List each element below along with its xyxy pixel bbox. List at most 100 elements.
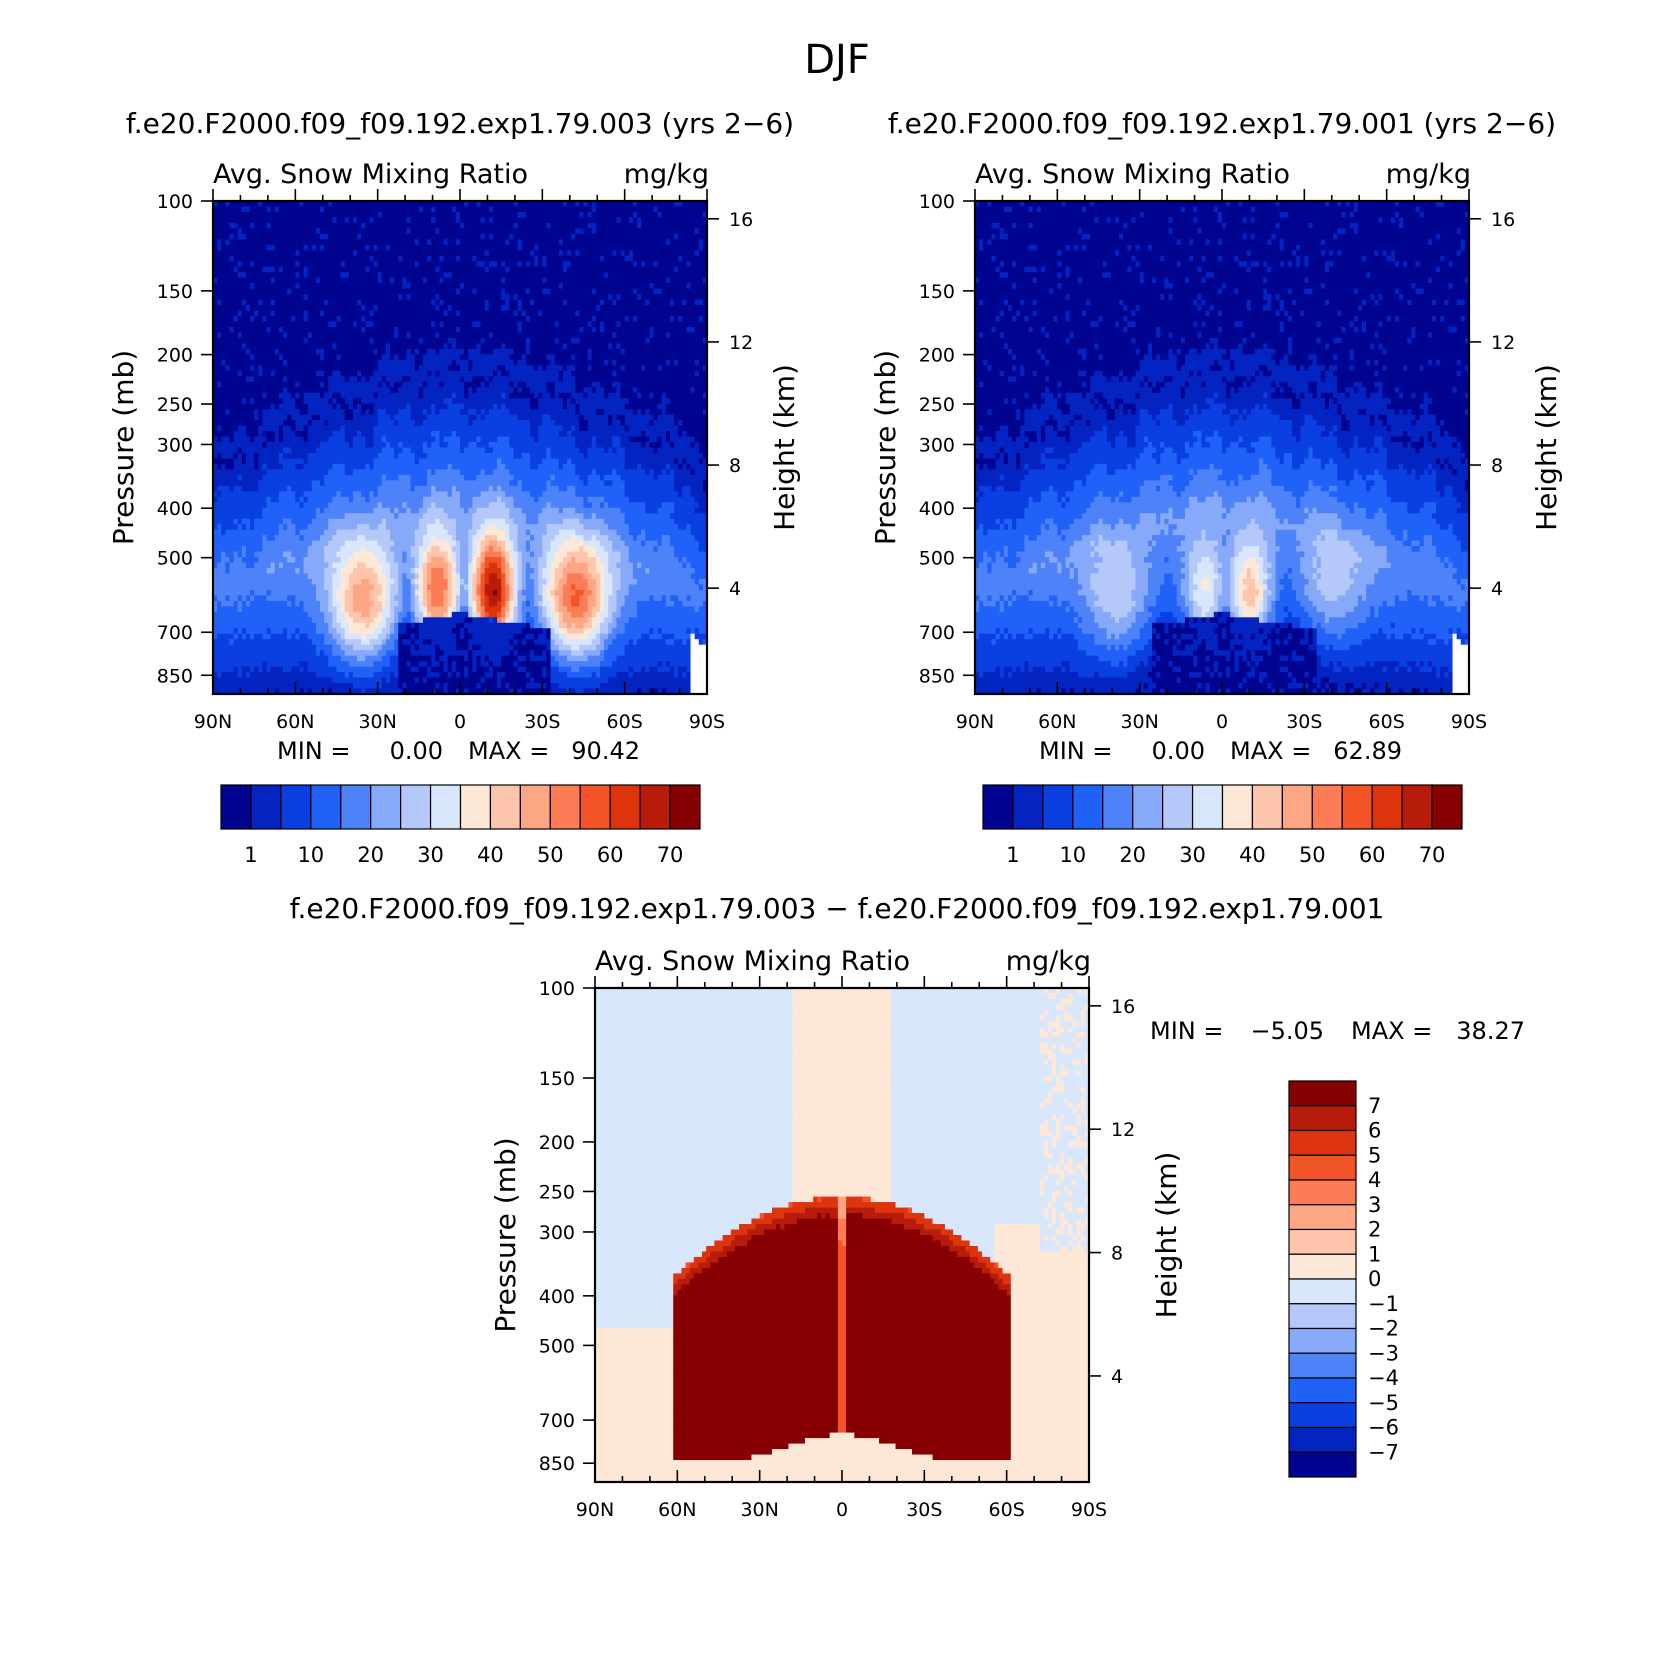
field-cell: [1366, 409, 1396, 416]
field-cell: [464, 381, 482, 388]
field-cell: [369, 589, 383, 596]
field-cell: [233, 316, 239, 323]
y2-axis-title: Height (km): [768, 364, 801, 531]
field-cell: [558, 633, 568, 640]
field-cell: [455, 239, 461, 246]
field-cell: [1361, 474, 1367, 481]
field-cell: [1464, 211, 1470, 219]
field-cell: [270, 299, 276, 306]
field-cell: [1020, 201, 1025, 208]
field-cell: [1028, 222, 1034, 229]
field-cell: [282, 436, 305, 443]
field-cell: [678, 524, 688, 531]
field-cell: [488, 540, 498, 547]
field-cell: [1390, 496, 1458, 503]
field-cell: [628, 546, 655, 553]
field-cell: [447, 672, 453, 679]
field-cell: [1329, 431, 1334, 438]
field-cell: [361, 370, 375, 377]
field-cell: [410, 376, 461, 383]
field-cell: [571, 370, 613, 377]
field-cell: [1160, 584, 1178, 591]
field-cell: [686, 326, 696, 334]
field-cell: [443, 661, 449, 668]
field-cell: [1073, 573, 1079, 580]
field-cell: [583, 622, 593, 629]
field-cell: [1143, 595, 1157, 602]
field-cell: [1246, 217, 1252, 224]
field-cell: [1057, 463, 1067, 471]
field-cell: [1370, 420, 1375, 427]
field-cell: [451, 661, 457, 668]
field-cell: [517, 524, 548, 531]
field-cell: [1213, 568, 1219, 575]
field-cell: [641, 463, 667, 471]
field-cell: [595, 562, 605, 569]
field-cell: [1044, 436, 1067, 443]
field-cell: [567, 365, 576, 372]
field-cell: [637, 463, 642, 471]
field-cell: [398, 683, 403, 690]
field-cell: [484, 584, 502, 591]
field-cell: [546, 255, 601, 262]
field-cell: [1131, 255, 1137, 262]
field-cell: [221, 299, 243, 306]
field-cell: [1028, 206, 1034, 213]
field-cell: [1407, 409, 1412, 416]
field-cell: [439, 370, 494, 377]
field-cell: [357, 217, 371, 224]
field-cell: [414, 633, 420, 640]
field-cell: [381, 376, 387, 383]
field-cell: [534, 535, 543, 542]
field-cell: [352, 496, 366, 503]
field-cell: [1007, 398, 1013, 405]
field-cell: [1106, 436, 1116, 443]
field-cell: [1267, 584, 1277, 591]
colorbar-box: [519, 784, 551, 830]
field-cell: [1106, 398, 1116, 405]
field-cell: [1082, 228, 1170, 235]
field-cell: [1312, 447, 1342, 454]
field-cell: [1201, 348, 1227, 355]
field-cell: [682, 201, 708, 208]
field-cell: [480, 233, 486, 240]
field-cell: [1234, 387, 1240, 394]
field-cell: [591, 535, 597, 542]
field-cell: [698, 316, 704, 323]
field-cell: [987, 562, 993, 569]
field-cell: [682, 557, 688, 564]
field-cell: [1456, 436, 1470, 443]
field-cell: [620, 217, 630, 224]
field-cell: [1127, 409, 1133, 416]
field-cell: [431, 666, 445, 673]
field-cell: [369, 266, 436, 273]
field-cell: [641, 409, 646, 416]
field-cell: [694, 228, 700, 235]
field-cell: [525, 600, 531, 607]
field-cell: [455, 661, 473, 668]
field-cell: [315, 513, 346, 520]
field-cell: [373, 568, 383, 575]
field-cell: [628, 425, 679, 432]
field-cell: [217, 485, 231, 492]
field-cell: [1378, 370, 1458, 377]
field-cell: [575, 622, 585, 629]
field-cell: [591, 611, 597, 618]
field-cell: [1374, 447, 1380, 454]
field-cell: [373, 409, 379, 416]
field-cell: [340, 272, 350, 279]
field-cell: [1316, 507, 1351, 514]
field-cell: [1176, 348, 1182, 355]
field-cell: [1003, 398, 1009, 405]
field-cell: [562, 518, 580, 525]
field-cell: [1452, 573, 1470, 580]
field-cell: [270, 277, 276, 284]
field-cell: [1456, 326, 1470, 334]
field-cell: [414, 573, 420, 580]
field-cell: [377, 261, 416, 268]
field-cell: [328, 398, 333, 405]
field-cell: [591, 321, 601, 328]
field-cell: [1213, 272, 1367, 279]
field-cell: [612, 359, 618, 366]
field-cell: [213, 370, 239, 377]
